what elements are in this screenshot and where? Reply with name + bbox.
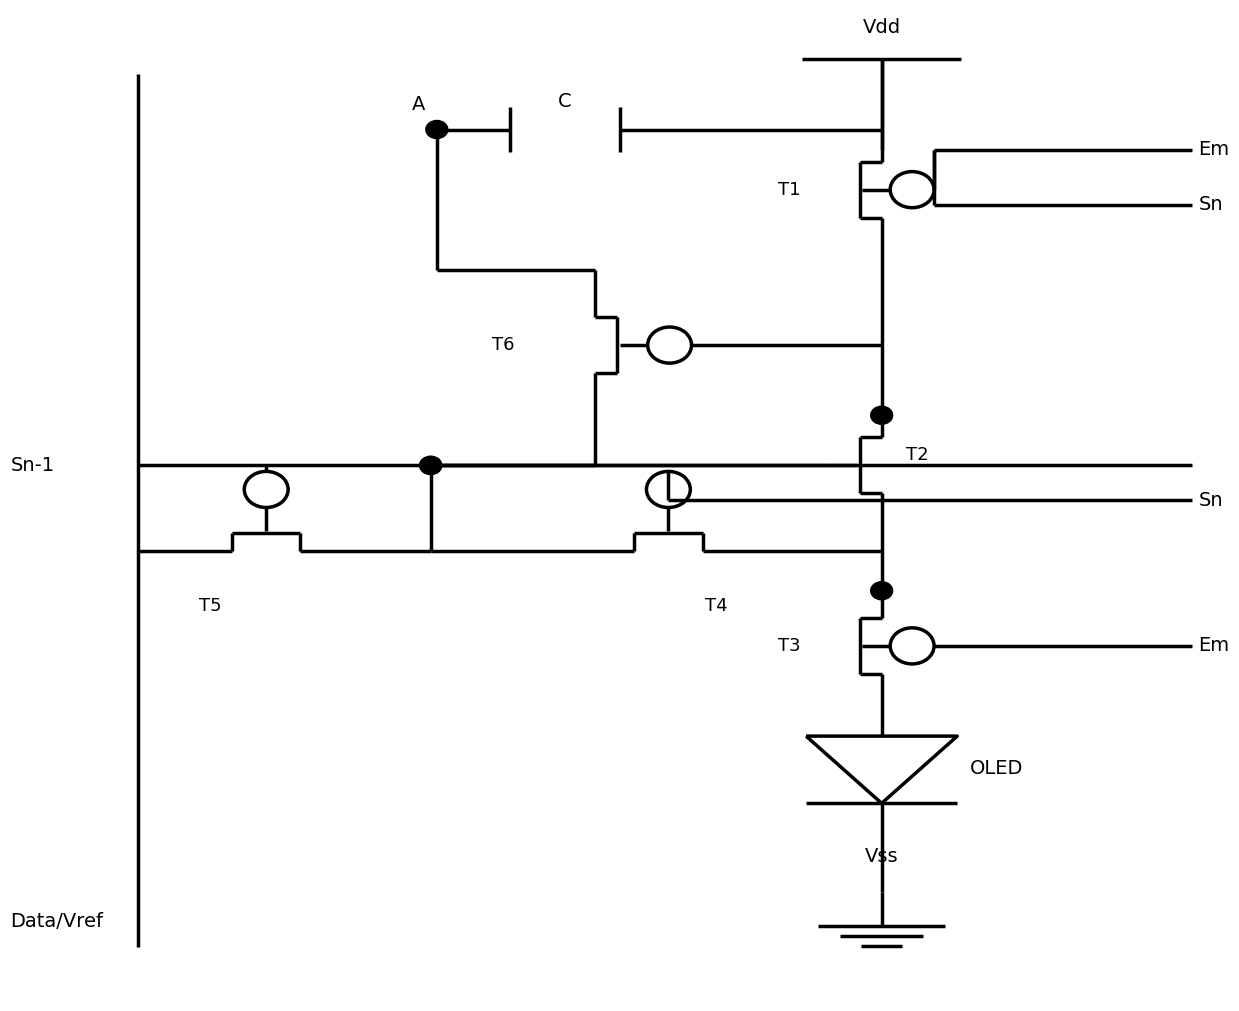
Circle shape — [420, 456, 441, 474]
Text: T3: T3 — [778, 637, 800, 655]
Text: T6: T6 — [492, 336, 514, 354]
Text: OLED: OLED — [969, 759, 1022, 778]
Text: Data/Vref: Data/Vref — [10, 912, 103, 931]
Text: A: A — [411, 95, 425, 114]
Circle shape — [420, 456, 441, 474]
Text: Sn-1: Sn-1 — [10, 456, 55, 475]
Text: Sn: Sn — [1198, 491, 1223, 510]
Text: Em: Em — [1198, 636, 1229, 655]
Text: T1: T1 — [778, 181, 800, 198]
Text: T4: T4 — [705, 596, 727, 615]
Text: C: C — [558, 92, 571, 111]
Circle shape — [871, 406, 892, 425]
Text: Em: Em — [1198, 141, 1229, 159]
Text: Vdd: Vdd — [862, 18, 901, 37]
Text: Vss: Vss — [865, 847, 898, 866]
Text: Sn: Sn — [1198, 195, 1223, 214]
Text: T2: T2 — [906, 447, 929, 464]
Text: T5: T5 — [199, 596, 222, 615]
Circle shape — [871, 581, 892, 600]
Circle shape — [426, 120, 447, 139]
